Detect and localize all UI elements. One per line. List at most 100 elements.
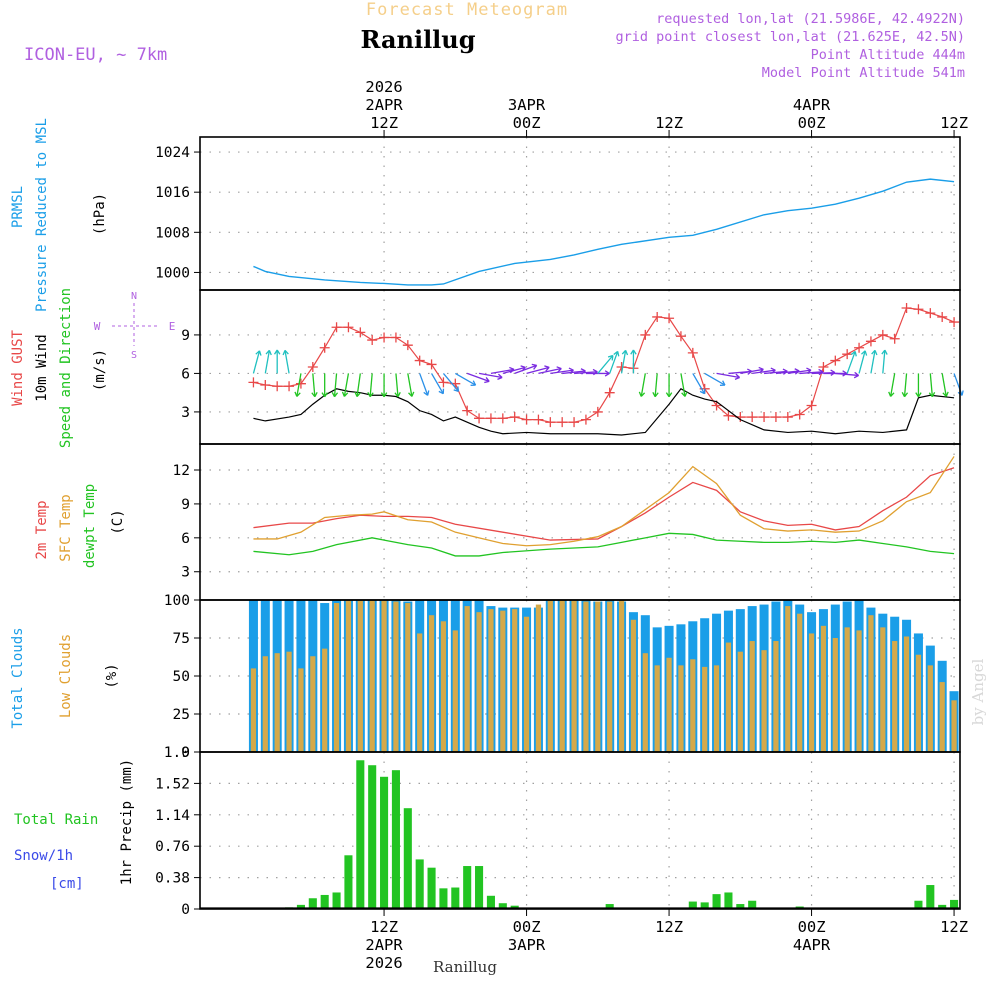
x-tick-label-bottom: 12Z [655, 918, 683, 936]
gust-marker [521, 414, 532, 425]
gust-marker [889, 333, 900, 344]
wind-direction-head [607, 354, 614, 361]
low-cloud-bar [369, 600, 375, 752]
rain-bar [724, 892, 733, 909]
wind-label: 10m Wind [34, 334, 50, 401]
y-tick-label: 6 [181, 531, 190, 547]
wind-direction-arrow [454, 372, 476, 386]
low-cloud-bar [333, 603, 340, 752]
gust-marker [343, 322, 354, 333]
wind-direction-arrow [597, 355, 614, 374]
gust-marker [949, 317, 960, 328]
wind-direction-arrow [846, 351, 856, 374]
low-cloud-bar [250, 668, 257, 752]
wind-direction-head [453, 386, 460, 392]
wind-direction-arrow [252, 350, 261, 374]
low-cloud-bar [464, 606, 470, 752]
gust-marker [462, 405, 473, 416]
model-altitude: Model Point Altitude 541m [762, 65, 965, 81]
rain-bar [415, 859, 424, 909]
gust-marker [557, 417, 568, 428]
line-series [248, 178, 964, 557]
rain-bar [344, 855, 353, 909]
wind-direction-arrow [264, 350, 271, 374]
gust-marker [497, 413, 508, 424]
low-cloud-bar [690, 659, 696, 752]
temp-line [253, 456, 955, 547]
wind-direction-arrow [478, 372, 503, 379]
wind-direction-head [394, 391, 401, 398]
x-tick-label-top: 2APR [365, 96, 403, 114]
wind-direction-head [638, 391, 646, 397]
y-tick-label: 0.38 [155, 871, 190, 887]
low-cloud-bar [630, 619, 637, 752]
low-cloud-bar [915, 654, 922, 752]
low-cloud-bar [892, 641, 898, 752]
gust-marker [260, 379, 271, 390]
low-cloud-bar [488, 609, 494, 752]
rain-bar [700, 902, 709, 909]
low-cloud-bar [357, 600, 363, 752]
wind-direction-arrow [395, 373, 399, 397]
low-cloud-bar [607, 601, 613, 752]
wind-direction-arrow [858, 350, 866, 374]
wind-direction-head [423, 390, 430, 396]
wind-direction-head [901, 391, 909, 398]
wind-direction-head [544, 365, 550, 372]
rain-bar [439, 888, 448, 909]
pressure-label-long: Pressure Reduced to MSL [34, 118, 50, 312]
wind-direction-head [311, 391, 318, 398]
panel-frame [199, 136, 961, 291]
gust-marker [319, 342, 330, 353]
wind-direction-head [255, 350, 262, 356]
wind-direction-head [341, 391, 349, 397]
wind-direction-arrow [704, 372, 726, 386]
gust-marker [485, 413, 496, 424]
direction-label: Speed and Direction [58, 288, 74, 448]
y-tick-label: 3 [181, 565, 190, 581]
gust-marker [675, 331, 686, 342]
wind-direction-arrow [811, 371, 835, 375]
low-cloud-bar [856, 630, 862, 752]
gust-marker [759, 412, 770, 423]
wind-direction-arrow [312, 373, 316, 397]
wind-direction-head [850, 350, 857, 357]
wind-direction-arrow [870, 350, 876, 374]
rain-bar [605, 904, 614, 909]
wind-direction-arrow [526, 366, 550, 375]
wind-direction-head [928, 391, 936, 398]
low-cloud-bar [868, 615, 874, 752]
wind-direction-arrow [490, 368, 515, 375]
wind-direction-arrow [835, 372, 859, 377]
x-tick-label-bottom: 00Z [513, 918, 541, 936]
x-tick-label-bottom: 4APR [793, 936, 831, 954]
low-cloud-bar [286, 651, 292, 752]
wind-direction-arrow [419, 373, 429, 396]
compass-south: S [131, 350, 137, 361]
gust-marker [854, 342, 865, 353]
panel-labels: N S W E PRMSL Pressure Reduced to MSL (hPa) Win… [10, 118, 175, 892]
gust-marker [414, 355, 425, 366]
x-tick-label-bottom: 2026 [365, 954, 402, 972]
gust-marker [877, 329, 888, 340]
low-cloud-bar [523, 616, 530, 752]
low-cloud-bar [298, 668, 304, 752]
x-tick-label-bottom: 12Z [940, 918, 968, 936]
gust-marker [747, 412, 758, 423]
panel-frame [199, 751, 961, 910]
total-rain-label: Total Rain [14, 812, 98, 828]
wind-direction-head [665, 392, 673, 398]
gust-marker [687, 347, 698, 358]
gust-marker [818, 362, 829, 372]
compass-east: E [169, 320, 176, 333]
y-tick-label: 75 [173, 631, 190, 647]
low-cloud-bar [832, 638, 838, 752]
low-cloud-bar [666, 657, 672, 752]
x-tick-label-top: 12Z [655, 114, 683, 132]
wind-direction-arrow [502, 366, 526, 375]
wind-direction-arrow [356, 373, 361, 397]
x-tick-label-bottom: 12Z [370, 918, 398, 936]
low-cloud-bar [322, 648, 328, 752]
compass-north: N [131, 291, 137, 302]
wind-direction-arrow [284, 350, 290, 374]
